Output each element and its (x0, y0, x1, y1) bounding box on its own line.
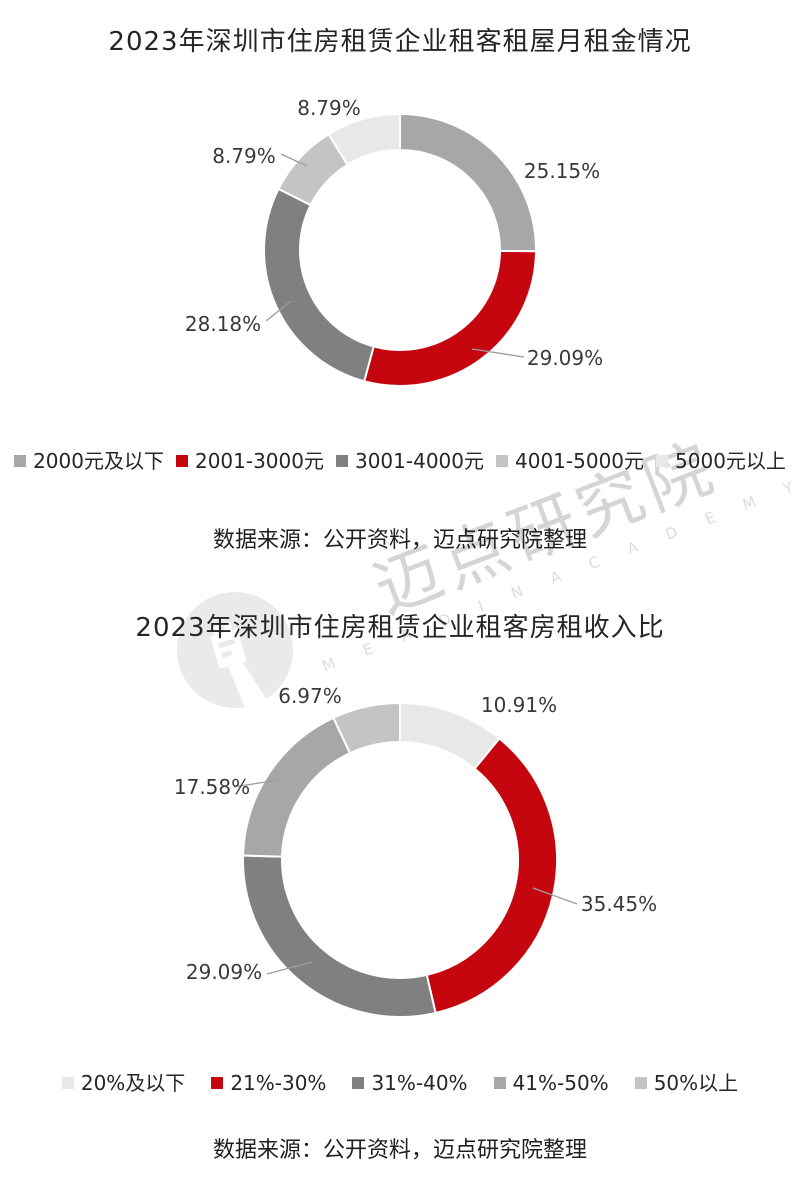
legend-label: 2000元及以下 (33, 449, 164, 473)
legend-swatch-icon (61, 1077, 74, 1089)
label-leader-line (532, 887, 578, 905)
donut-segment-31%-40% (242, 854, 437, 1018)
legend-swatch-icon (496, 455, 508, 467)
chart1-source-note: 数据来源：公开资料，迈点研究院整理 (212, 528, 587, 553)
label-leader-line (233, 779, 279, 788)
legend-label: 3001-4000元 (354, 449, 484, 473)
legend-item-50%以上: 50%以上 (634, 1070, 739, 1096)
chart2-source-note: 数据来源：公开资料，迈点研究院整理 (212, 1138, 587, 1163)
donut-segment-5000元以上 (327, 113, 401, 166)
legend-item-41%-50%: 41%-50% (493, 1070, 609, 1096)
legend-swatch-icon (175, 455, 188, 467)
donut-segment-2000元及以下 (399, 113, 537, 253)
donut-segment-21%-30% (425, 737, 558, 1014)
legend-label: 20%及以下 (80, 1071, 186, 1095)
legend-swatch-icon (493, 1077, 506, 1089)
donut-segment-2001-3000元 (363, 249, 537, 387)
legend-label: 50%以上 (653, 1071, 739, 1095)
label-leader-line (280, 153, 308, 167)
legend-label: 31%-40% (371, 1071, 468, 1095)
legend-item-31%-40%: 31%-40% (352, 1070, 468, 1096)
legend-item-2000元及以下: 2000元及以下 (14, 448, 164, 474)
chart2-title: 2023年深圳市住房租赁企业租客房租收入比 (135, 613, 665, 643)
watermark-logo-glyph (210, 622, 269, 710)
donut-segment-41%-50% (242, 716, 351, 858)
legend-item-3001-4000元: 3001-4000元 (335, 448, 484, 474)
legend-item-2001-3000元: 2001-3000元 (175, 448, 324, 474)
legend-item-5000元以上: 5000元以上 (656, 448, 786, 474)
chart1-legend: 2000元及以下 2001-3000元 3001-4000元 4001-5000元 50… (0, 448, 800, 474)
label-leader-line (471, 348, 525, 358)
chart1-title: 2023年深圳市住房租赁企业租客租屋月租金情况 (108, 27, 692, 57)
legend-item-21%-30%: 21%-30% (211, 1070, 326, 1096)
legend-swatch-icon (352, 1077, 365, 1089)
legend-label: 2001-3000元 (194, 449, 324, 473)
donut-segment-3001-4000元 (263, 187, 375, 383)
legend-swatch-icon (634, 1077, 647, 1089)
legend-swatch-icon (335, 455, 348, 467)
legend-label: 41%-50% (512, 1071, 609, 1095)
legend-swatch-icon (211, 1077, 224, 1089)
legend-item-4001-5000元: 4001-5000元 (496, 448, 644, 474)
label-leader-line (265, 300, 292, 322)
chart2-legend: 20%及以下 21%-30% 31%-40% 41%-50% 50%以上 (0, 1070, 800, 1096)
legend-label: 4001-5000元 (515, 449, 645, 473)
legend-item-20%及以下: 20%及以下 (61, 1070, 186, 1096)
label-leader-line (266, 961, 313, 975)
donut-segment-50%以上 (332, 702, 401, 755)
meadin-logo-icon (177, 592, 293, 710)
legend-label: 5000元以上 (675, 449, 786, 473)
legend-label: 21%-30% (230, 1071, 327, 1095)
legend-swatch-icon (14, 455, 27, 467)
legend-swatch-icon (656, 455, 669, 467)
